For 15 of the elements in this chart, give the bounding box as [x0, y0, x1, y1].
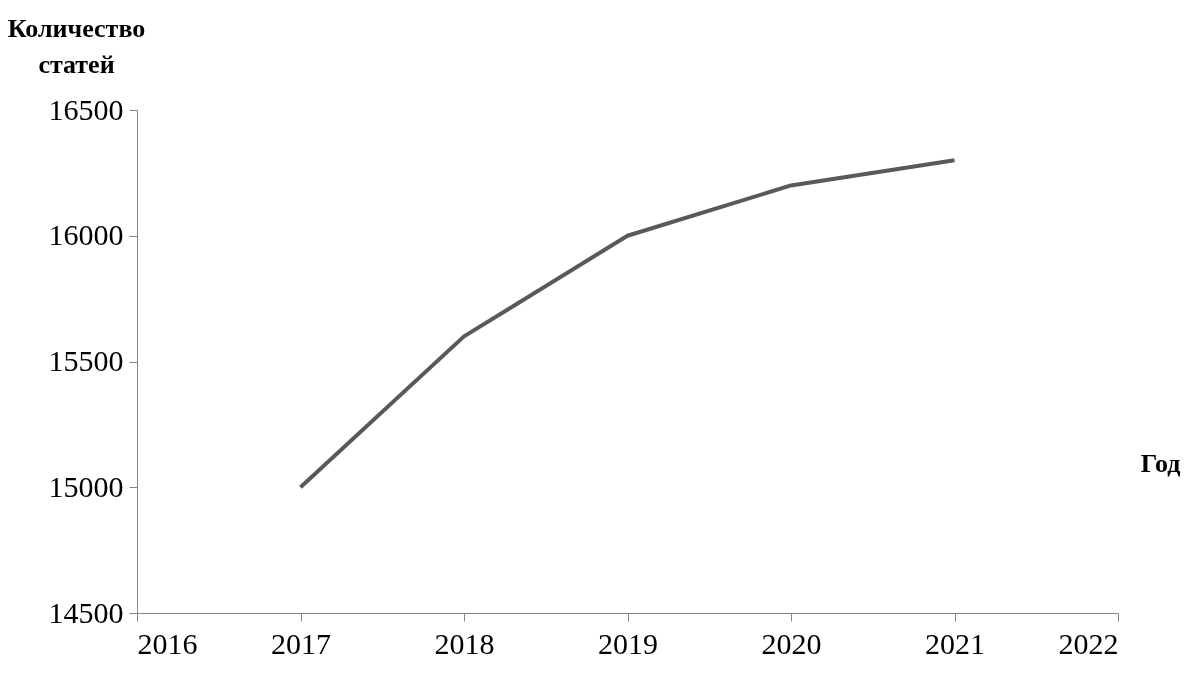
- x-axis-title: Год: [1140, 448, 1181, 478]
- y-tick-label: 16000: [48, 218, 124, 252]
- x-tick-label: 2020: [761, 626, 822, 660]
- y-tick-label: 15000: [48, 469, 124, 503]
- x-tick-label: 2021: [925, 626, 985, 660]
- x-tick-label: 2019: [598, 626, 658, 660]
- x-tick-label: 2018: [434, 626, 495, 660]
- x-tick-label: 2022: [1058, 626, 1119, 660]
- x-tick-label: 2017: [271, 626, 331, 660]
- y-axis-title: Количество статей: [7, 13, 146, 79]
- y-tick-label: 15500: [48, 344, 124, 377]
- y-tick-label: 16500: [48, 92, 124, 126]
- x-tick-label: 2016: [137, 626, 198, 660]
- y-tick-label: 14500: [48, 595, 124, 629]
- line-series: [298, 158, 957, 490]
